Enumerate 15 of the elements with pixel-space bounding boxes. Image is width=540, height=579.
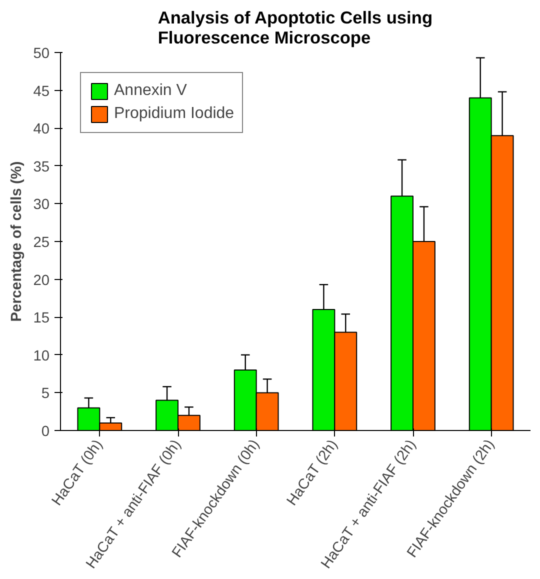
y-tick-label: 15 — [33, 310, 50, 327]
y-tick-label: 50 — [33, 46, 50, 62]
y-tick-label: 5 — [41, 386, 50, 402]
y-tick-label: 35 — [33, 159, 50, 176]
legend-label: Propidium Iodide — [114, 105, 234, 123]
legend-label: Annexin V — [114, 82, 187, 100]
y-tick-label: 30 — [33, 197, 50, 214]
y-tick-label: 45 — [33, 84, 50, 100]
y-tick-label: 25 — [33, 235, 50, 251]
y-tick-label: 10 — [33, 348, 50, 364]
y-tick-label: 40 — [33, 122, 50, 138]
y-axis-title: Percentage of cells (%) — [9, 161, 26, 322]
y-tick-label: 0 — [41, 424, 50, 440]
chart-title: Analysis of Apoptotic Cells using Fluorescence Microscope — [158, 8, 433, 48]
y-tick-label: 20 — [33, 272, 50, 289]
